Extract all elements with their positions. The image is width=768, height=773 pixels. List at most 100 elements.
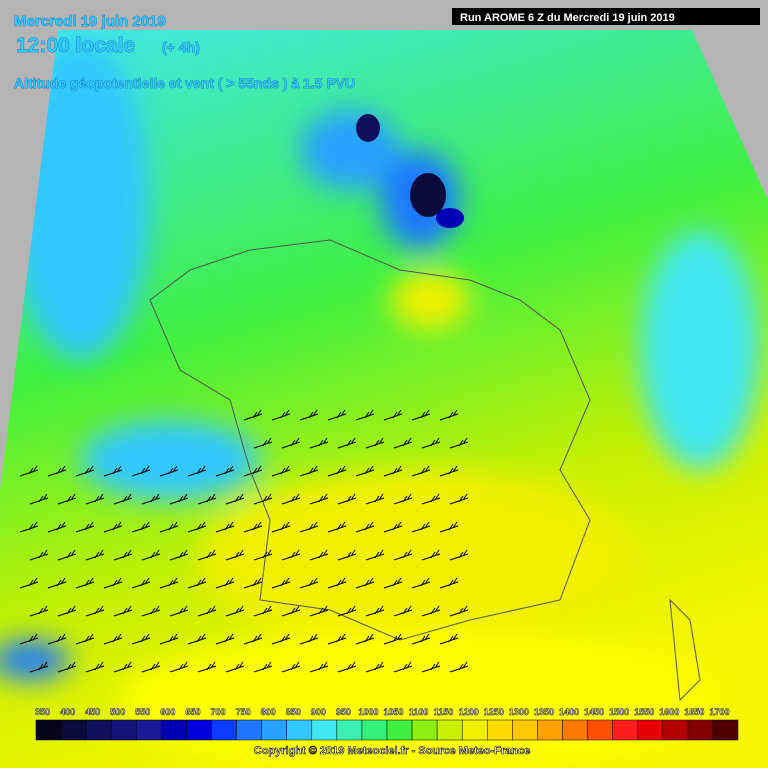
- wind-barb: [421, 605, 441, 617]
- wind-barb: [337, 661, 357, 673]
- wind-barb: [299, 409, 319, 421]
- offset: (+ 4h): [162, 39, 200, 55]
- wind-barb: [197, 493, 217, 505]
- wind-barb: [103, 465, 123, 477]
- wind-barb: [253, 437, 273, 449]
- legend-swatch: [612, 719, 638, 741]
- wind-barb: [383, 577, 403, 589]
- wind-barb: [327, 465, 347, 477]
- wind-barb: [57, 661, 77, 673]
- wind-barb: [337, 437, 357, 449]
- wind-barb: [327, 409, 347, 421]
- legend-label: 1250: [484, 707, 504, 717]
- wind-barb: [225, 661, 245, 673]
- wind-barb: [131, 465, 151, 477]
- wind-barb: [393, 549, 413, 561]
- wind-barb: [215, 465, 235, 477]
- wind-barb: [215, 521, 235, 533]
- legend-swatch: [587, 719, 613, 741]
- wind-barb: [355, 521, 375, 533]
- parameter: Altitude géopotentielle et vent ( > 55nd…: [14, 75, 355, 91]
- legend-label: 1600: [659, 707, 679, 717]
- wind-barb: [141, 605, 161, 617]
- wind-barb: [159, 521, 179, 533]
- wind-barb: [19, 521, 39, 533]
- legend-label: 650: [185, 707, 200, 717]
- wind-barb: [243, 409, 263, 421]
- wind-barb: [365, 437, 385, 449]
- wind-barb: [411, 633, 431, 645]
- legend: 350 400 450 500 550 600 650 700 750 800 850 900 950 1…: [19, 409, 739, 741]
- wind-barb: [29, 605, 49, 617]
- wind-barb: [271, 577, 291, 589]
- wind-barb: [141, 493, 161, 505]
- legend-label: 800: [261, 707, 276, 717]
- wind-barb: [75, 577, 95, 589]
- wind-barb: [393, 437, 413, 449]
- wind-barb: [271, 465, 291, 477]
- legend-label: 1300: [509, 707, 529, 717]
- wind-barb: [85, 493, 105, 505]
- wind-barb: [309, 437, 329, 449]
- legend-label: 1350: [534, 707, 554, 717]
- legend-label: 400: [60, 707, 75, 717]
- wind-barb: [75, 465, 95, 477]
- legend-label: 700: [211, 707, 226, 717]
- wind-barb: [281, 661, 301, 673]
- wind-barb: [197, 549, 217, 561]
- wind-barb: [57, 493, 77, 505]
- wind-barb: [29, 549, 49, 561]
- wind-barb: [141, 549, 161, 561]
- wind-barb: [393, 605, 413, 617]
- legend-swatch: [211, 719, 237, 741]
- legend-swatch: [361, 719, 388, 741]
- wind-barb: [355, 465, 375, 477]
- wind-barb: [439, 465, 459, 477]
- wind-barb: [383, 521, 403, 533]
- legend-swatch: [411, 719, 438, 741]
- wind-barb: [57, 549, 77, 561]
- legend-swatch: [261, 719, 287, 741]
- wind-barb: [383, 465, 403, 477]
- wind-barb: [169, 661, 189, 673]
- run-box: [452, 8, 760, 25]
- legend-swatch: [186, 719, 212, 741]
- wind-barb: [197, 605, 217, 617]
- wind-barb: [113, 493, 133, 505]
- borders: [149, 239, 701, 702]
- wind-barb: [225, 605, 245, 617]
- wind-barb: [253, 605, 273, 617]
- wind-barb: [365, 661, 385, 673]
- wind-barb: [439, 633, 459, 645]
- legend-swatch: [161, 719, 187, 741]
- legend-swatch: [461, 719, 488, 741]
- legend-swatch: [436, 719, 463, 741]
- legend-label: 1150: [434, 707, 454, 717]
- wind-barb: [85, 549, 105, 561]
- wind-barb: [355, 633, 375, 645]
- wind-barb: [309, 493, 329, 505]
- wind-barb: [337, 605, 357, 617]
- wind-barb: [187, 577, 207, 589]
- legend-swatch: [85, 719, 112, 741]
- wind-barb: [271, 633, 291, 645]
- wind-barb: [299, 577, 319, 589]
- legend-label: 350: [35, 707, 50, 717]
- legend-swatch: [537, 719, 563, 741]
- wind-barb: [271, 409, 291, 421]
- wind-barb: [131, 521, 151, 533]
- wind-barb: [19, 465, 39, 477]
- wind-barb: [85, 661, 105, 673]
- legend-swatch: [35, 719, 62, 741]
- legend-label: 900: [311, 707, 326, 717]
- wind-barb: [449, 437, 469, 449]
- wind-barb: [327, 521, 347, 533]
- wind-barb: [383, 633, 403, 645]
- wind-barb: [355, 409, 375, 421]
- legend-label: 1550: [634, 707, 654, 717]
- wind-barb: [253, 661, 273, 673]
- wind-barb: [131, 577, 151, 589]
- wind-barb: [253, 493, 273, 505]
- wind-barb: [131, 633, 151, 645]
